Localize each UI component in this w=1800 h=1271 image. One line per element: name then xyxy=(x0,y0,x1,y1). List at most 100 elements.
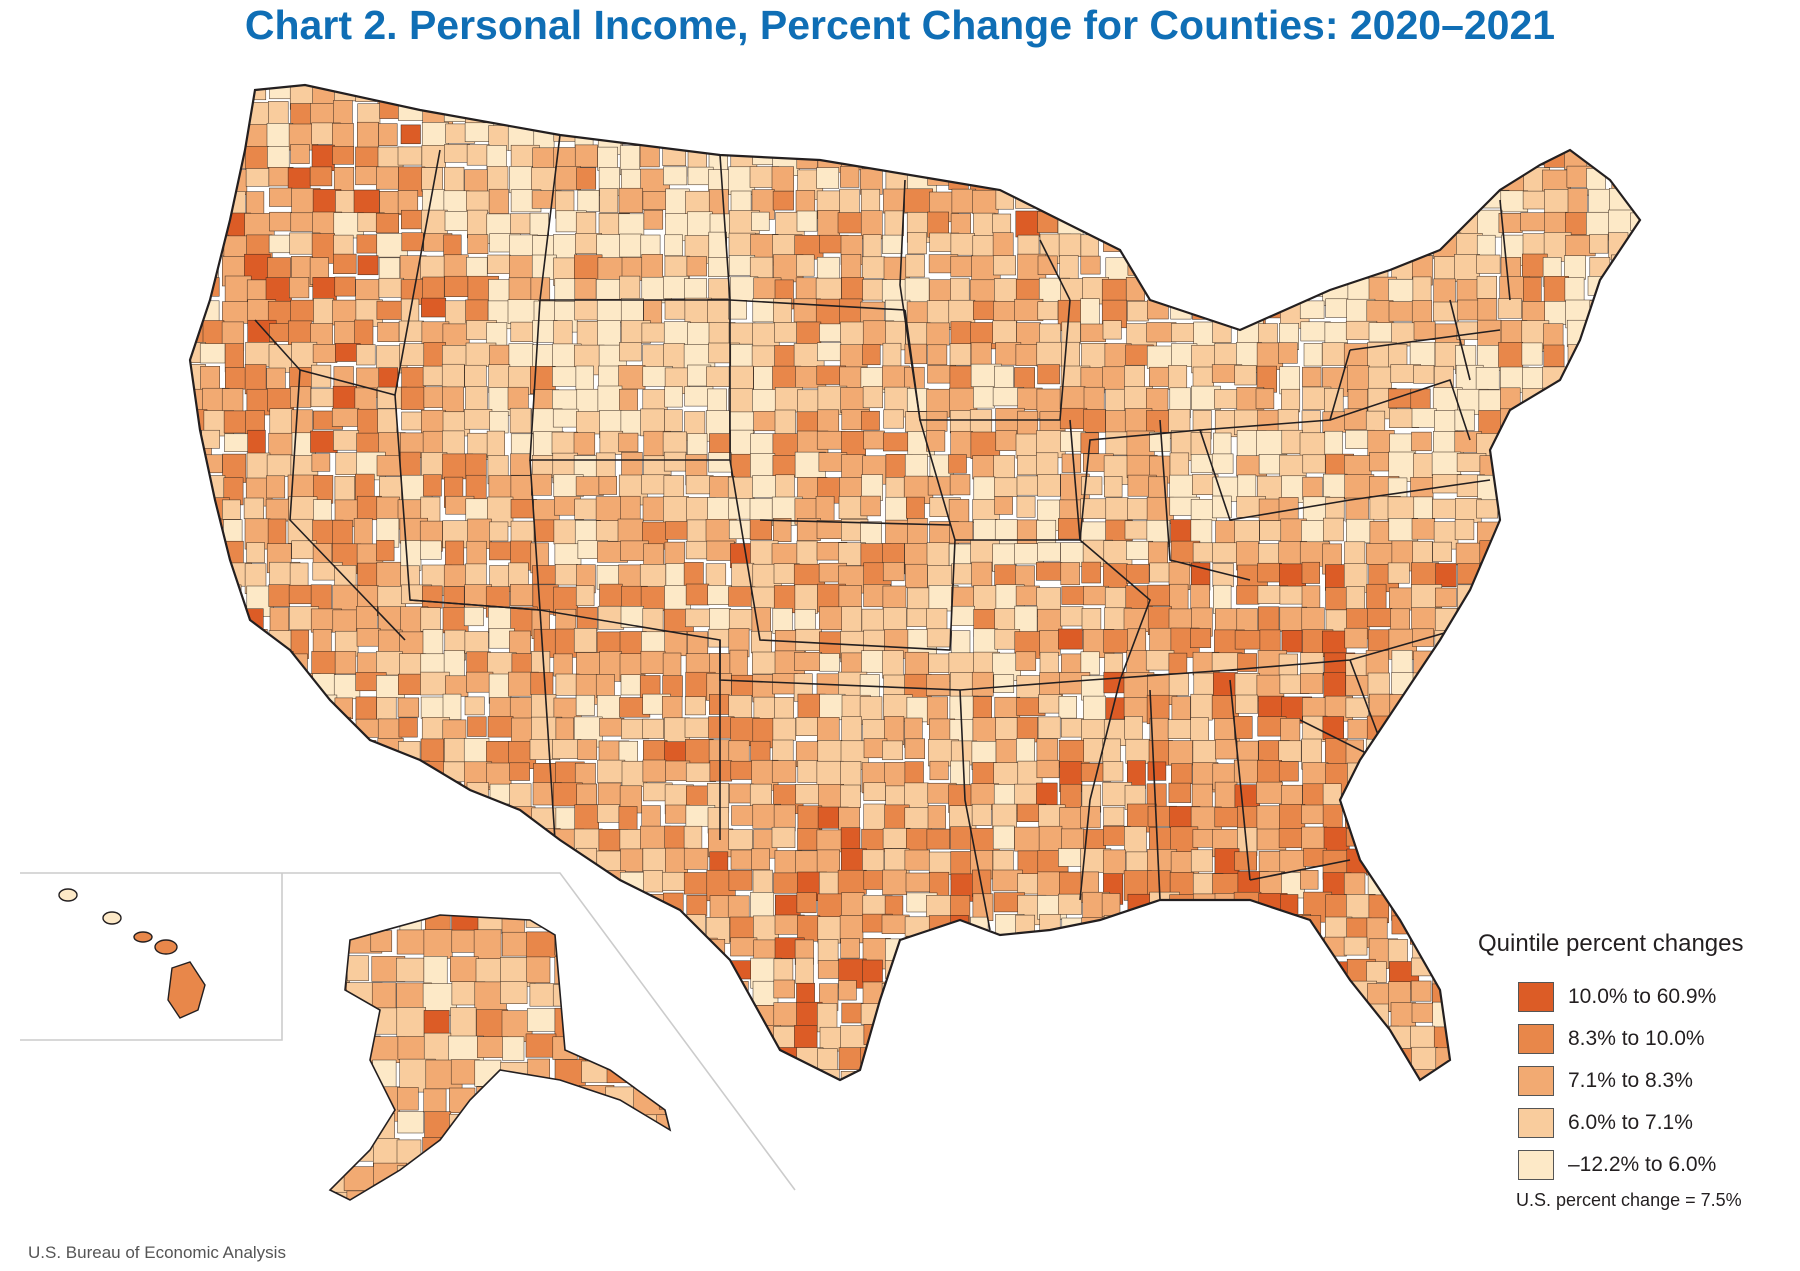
county-cell xyxy=(444,738,466,763)
county-cell xyxy=(1498,696,1519,718)
county-cell xyxy=(929,123,955,155)
county-cell xyxy=(1149,431,1171,452)
county-cell xyxy=(247,1004,269,1035)
county-cell xyxy=(1036,1048,1061,1078)
county-cell xyxy=(949,122,973,152)
county-cell xyxy=(265,718,287,750)
county-cell xyxy=(1081,608,1102,631)
county-cell xyxy=(841,716,862,742)
county-cell xyxy=(1564,673,1596,698)
county-cell xyxy=(1453,741,1478,763)
county-cell xyxy=(577,85,597,98)
county-cell xyxy=(658,1190,670,1200)
county-cell xyxy=(684,696,706,716)
county-cell xyxy=(422,1166,455,1194)
county-cell xyxy=(905,872,931,893)
county-cell xyxy=(1082,166,1101,191)
county-cell xyxy=(884,716,905,746)
county-cell xyxy=(1630,232,1640,254)
county-cell xyxy=(972,189,999,214)
county-cell xyxy=(597,146,618,171)
county-cell xyxy=(1368,168,1392,193)
county-cell xyxy=(1081,561,1101,584)
county-cell xyxy=(223,85,242,103)
county-cell xyxy=(1235,694,1259,714)
county-cell xyxy=(1631,828,1640,860)
county-cell xyxy=(1322,342,1348,366)
county-cell xyxy=(222,1049,243,1079)
county-cell xyxy=(1190,628,1212,648)
county-cell xyxy=(1171,168,1195,190)
county-cell xyxy=(1587,829,1609,852)
county-cell xyxy=(529,212,549,236)
county-cell xyxy=(334,784,361,810)
county-cell xyxy=(1544,474,1568,498)
county-cell xyxy=(1105,145,1127,170)
county-cell xyxy=(533,849,564,875)
county-cell xyxy=(510,849,534,881)
county-cell xyxy=(1278,232,1304,256)
county-cell xyxy=(861,100,881,120)
state-boundaries xyxy=(254,134,1511,931)
county-cell xyxy=(751,103,778,128)
county-cell xyxy=(907,147,928,167)
county-cell xyxy=(378,759,399,787)
county-cell xyxy=(1633,145,1640,172)
county-cell xyxy=(203,739,233,767)
county-cell xyxy=(1609,430,1635,457)
county-cell xyxy=(772,608,793,634)
county-cell xyxy=(246,961,276,981)
county-cell xyxy=(773,518,792,542)
county-cell xyxy=(1324,430,1343,456)
county-cell xyxy=(1632,254,1640,282)
county-cell xyxy=(1102,738,1121,764)
county-cell xyxy=(1104,1068,1131,1080)
county-cell xyxy=(752,869,773,894)
county-cell xyxy=(1434,169,1461,191)
county-cell xyxy=(1630,408,1640,430)
county-cell xyxy=(1346,211,1375,233)
county-cell xyxy=(729,649,748,678)
county-cell xyxy=(749,519,772,541)
county-cell xyxy=(1060,718,1084,738)
county-cell xyxy=(1102,320,1122,340)
county-cell xyxy=(311,1003,343,1024)
county-cell xyxy=(662,85,683,102)
county-cell xyxy=(1015,101,1039,132)
county-cell xyxy=(1520,870,1539,893)
county-cell xyxy=(1477,873,1508,898)
county-cell xyxy=(1390,829,1412,859)
county-cell xyxy=(685,1048,713,1070)
county-cell xyxy=(1322,101,1354,121)
county-cell xyxy=(190,1047,203,1066)
county-cell xyxy=(926,1048,949,1071)
county-cell xyxy=(1058,101,1083,127)
county-cell xyxy=(486,807,515,827)
county-cell xyxy=(334,1005,356,1031)
county-cell xyxy=(618,213,645,237)
county-cell xyxy=(200,805,231,834)
county-cell xyxy=(950,672,974,699)
county-cell xyxy=(1081,189,1110,219)
county-cell xyxy=(1542,873,1563,893)
county-cell xyxy=(465,299,489,323)
county-cell xyxy=(190,85,213,102)
county-cell xyxy=(731,1070,754,1080)
county-cell xyxy=(597,605,625,630)
county-cell xyxy=(1522,564,1553,585)
county-cell xyxy=(882,1025,910,1056)
county-cell xyxy=(378,367,399,388)
county-cell xyxy=(332,146,355,165)
county-cell xyxy=(1587,782,1612,809)
county-cell xyxy=(708,123,730,147)
county-cell xyxy=(1389,761,1416,792)
county-cell xyxy=(330,1035,349,1066)
county-cell xyxy=(1631,342,1640,374)
county-cell xyxy=(1610,848,1639,872)
county-cell xyxy=(397,146,423,166)
county-cell xyxy=(267,1068,292,1080)
county-cell xyxy=(578,1165,609,1200)
legend-label: 6.0% to 7.1% xyxy=(1568,1111,1693,1134)
county-cell xyxy=(1410,1069,1435,1080)
county-cell xyxy=(1147,1024,1179,1048)
